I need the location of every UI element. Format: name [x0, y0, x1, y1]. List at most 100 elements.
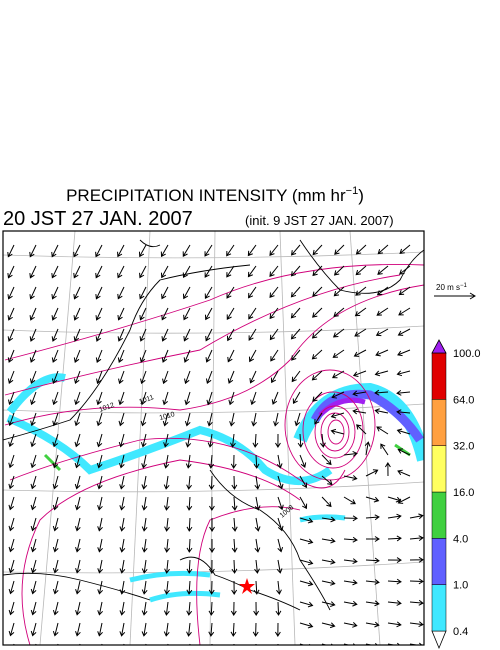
- wind-arrow: [320, 433, 326, 448]
- wind-arrow: [8, 412, 15, 427]
- wind-arrow: [8, 622, 15, 637]
- wind-arrow: [321, 601, 336, 607]
- wind-arrow: [119, 538, 126, 553]
- wind-arrow: [398, 286, 411, 296]
- wind-arrow: [205, 349, 213, 363]
- wind-arrow: [270, 370, 279, 384]
- wind-arrow: [95, 286, 103, 300]
- wind-arrow: [343, 600, 358, 607]
- wind-arrow: [118, 370, 125, 385]
- wind-arrow: [161, 307, 169, 321]
- wind-arrow: [51, 328, 59, 342]
- wind-arrow: [52, 496, 59, 511]
- wind-arrow: [119, 580, 126, 595]
- wind-arrow: [334, 244, 345, 255]
- wind-arrow: [228, 391, 235, 406]
- wind-arrow: [118, 454, 125, 469]
- wind-arrow: [161, 286, 169, 300]
- wind-arrow: [377, 244, 389, 255]
- wind-arrow: [343, 622, 358, 628]
- wind-arrow: [97, 538, 103, 553]
- wind-arrow: [75, 622, 81, 637]
- wind-arrow: [140, 433, 147, 448]
- wind-arrow: [7, 286, 15, 300]
- wind-arrow: [186, 475, 192, 490]
- wind-arrow: [376, 286, 389, 296]
- wind-arrow: [321, 516, 336, 523]
- wind-arrow: [138, 244, 147, 258]
- wind-arrow: [343, 475, 358, 481]
- wind-arrow: [29, 370, 37, 385]
- wind-vectors: [7, 244, 424, 645]
- title-exponent: −1: [346, 185, 359, 197]
- title-text: PRECIPITATION INTENSITY (mm hr: [66, 186, 346, 205]
- color-segment: [431, 352, 447, 400]
- wind-arrow: [183, 328, 191, 342]
- wind-arrow: [163, 433, 169, 448]
- wind-arrow: [29, 349, 37, 363]
- wind-arrow: [226, 265, 235, 278]
- wind-arrow: [354, 307, 367, 317]
- wind-arrow: [186, 538, 193, 553]
- wind-arrow: [387, 578, 402, 585]
- wind-arrow: [299, 559, 314, 566]
- map-area: 1012 1011 1010 1008: [3, 231, 424, 645]
- wind-arrow: [332, 328, 345, 338]
- wind-arrow: [97, 517, 103, 532]
- wind-arrow: [374, 408, 389, 415]
- wind-arrow: [117, 307, 125, 321]
- wind-arrow: [8, 454, 15, 469]
- wind-arrow: [399, 265, 411, 275]
- colorbar-label: 32.0: [453, 441, 474, 453]
- wind-arrow: [163, 622, 170, 637]
- wind-arrow: [397, 496, 411, 504]
- wind-arrow: [186, 601, 193, 616]
- wind-arrow: [160, 244, 169, 258]
- wind-arrow: [75, 601, 81, 616]
- wind-arrow: [8, 391, 15, 406]
- wind-arrow: [164, 580, 170, 595]
- wind-arrow: [75, 559, 81, 574]
- wind-arrow: [253, 601, 260, 616]
- wind-arrow: [294, 412, 301, 427]
- wind-arrow: [30, 391, 37, 406]
- wind-arrow: [208, 601, 215, 616]
- wind-arrow: [209, 538, 215, 553]
- wind-arrow: [52, 622, 59, 637]
- wind-arrow: [208, 475, 215, 490]
- wind-arrow: [343, 515, 358, 522]
- wind-arrow: [119, 517, 126, 532]
- wind-arrow: [290, 244, 301, 256]
- wind-arrow: [312, 391, 323, 402]
- wind-arrow: [292, 391, 301, 405]
- wind-arrow: [275, 601, 282, 616]
- wind-arrow: [226, 244, 235, 257]
- colorbar: 0.4 1.0 4.0 16.0 32.0 64.0 100.0: [431, 339, 481, 650]
- wind-arrow: [299, 538, 314, 545]
- wind-arrow: [30, 622, 37, 637]
- wind-arrow: [204, 307, 213, 321]
- wind-arrow: [247, 244, 257, 257]
- wind-arrow: [29, 244, 37, 258]
- wind-arrow: [365, 496, 380, 503]
- wind-arrow: [30, 517, 37, 532]
- wind-arrow: [185, 433, 192, 448]
- wind-arrow: [352, 390, 367, 397]
- wind-arrow: [231, 475, 238, 490]
- wind-arrow: [380, 443, 389, 456]
- wind-arrow: [269, 286, 279, 299]
- wind-arrow: [311, 349, 323, 360]
- wind-arrow: [52, 601, 59, 616]
- wind-arrow: [409, 642, 423, 645]
- wind-arrow: [253, 454, 260, 469]
- colorbar-label: 100.0: [453, 348, 481, 360]
- wind-arrow: [227, 349, 235, 363]
- wind-arrow: [254, 517, 261, 532]
- wind-arrow: [299, 601, 314, 608]
- wind-arrow: [74, 517, 81, 532]
- wind-arrow: [52, 475, 59, 490]
- isobars: [4, 264, 424, 645]
- wind-arrow: [182, 244, 191, 257]
- wind-arrow: [204, 244, 213, 257]
- wind-arrow: [269, 244, 279, 256]
